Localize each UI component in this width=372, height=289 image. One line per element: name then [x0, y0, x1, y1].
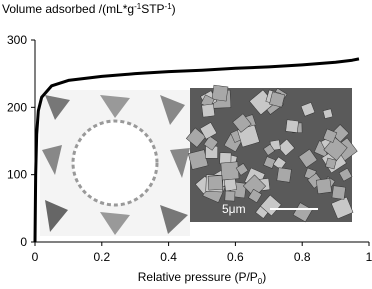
- crystal: [232, 113, 252, 133]
- label-part: Relative pressure (P/P: [138, 270, 258, 284]
- crystal: [269, 91, 286, 108]
- crystal: [277, 138, 295, 157]
- structure-inset: [40, 90, 190, 236]
- crystal: [322, 108, 334, 119]
- x-tick-label: 0: [32, 250, 39, 264]
- crystal: [203, 135, 219, 151]
- tetrahedron: [100, 212, 130, 235]
- crystal: [235, 163, 249, 176]
- sem-inset: [185, 84, 358, 223]
- pore: [71, 119, 159, 207]
- x-tick-label: 0.2: [93, 250, 110, 264]
- crystal: [331, 124, 350, 143]
- crystal: [338, 167, 353, 182]
- crystal: [331, 185, 346, 200]
- label-sub: 0: [258, 277, 263, 286]
- crystal: [223, 178, 237, 192]
- crystal: [242, 174, 267, 198]
- crystal: [276, 167, 292, 183]
- y-tick-label: 200: [7, 100, 27, 114]
- label-sup: -1: [165, 2, 173, 11]
- crystal: [220, 161, 240, 181]
- crystal: [272, 156, 287, 171]
- tetrahedron: [160, 205, 188, 234]
- crystal: [298, 148, 318, 168]
- isotherm-line: [33, 57, 360, 243]
- tetrahedron: [42, 145, 62, 175]
- x-tick-label: 0.4: [160, 250, 177, 264]
- crystal: [285, 119, 299, 133]
- crystal: [325, 157, 337, 170]
- y-tick-label: 0: [20, 235, 27, 249]
- crystal: [199, 122, 218, 140]
- crystal: [211, 84, 229, 102]
- tetrahedron: [170, 148, 190, 178]
- label-part: ): [262, 270, 266, 284]
- crystal: [323, 136, 348, 161]
- y-tick-label: 300: [7, 33, 27, 47]
- crystal: [300, 102, 316, 117]
- crystal: [330, 196, 354, 220]
- crystal: [260, 194, 282, 217]
- tetrahedron: [45, 95, 70, 120]
- y-tick-label: 100: [7, 168, 27, 182]
- crystal: [207, 175, 223, 191]
- label-sup: -1: [134, 2, 142, 11]
- label-part: Volume adsorbed /(mL*g: [2, 2, 134, 16]
- crystal: [185, 127, 207, 148]
- crystal: [315, 178, 332, 195]
- crystal: [322, 128, 338, 143]
- crystal: [201, 103, 216, 118]
- label-part: ): [172, 2, 176, 16]
- crystal: [248, 188, 263, 204]
- scale-label: 5μm: [222, 202, 246, 216]
- crystal: [263, 143, 275, 156]
- crystal: [224, 190, 236, 202]
- tetrahedron: [45, 200, 68, 232]
- x-tick-label: 1: [366, 250, 372, 264]
- x-axis-label: Relative pressure (P/P0): [138, 270, 267, 286]
- label-part: STP: [141, 2, 164, 16]
- tetrahedron: [160, 95, 185, 125]
- y-axis-label: Volume adsorbed /(mL*g-1STP-1): [2, 2, 176, 16]
- tetrahedron: [100, 95, 130, 118]
- x-tick-label: 0.8: [294, 250, 311, 264]
- x-tick-label: 0.6: [227, 250, 244, 264]
